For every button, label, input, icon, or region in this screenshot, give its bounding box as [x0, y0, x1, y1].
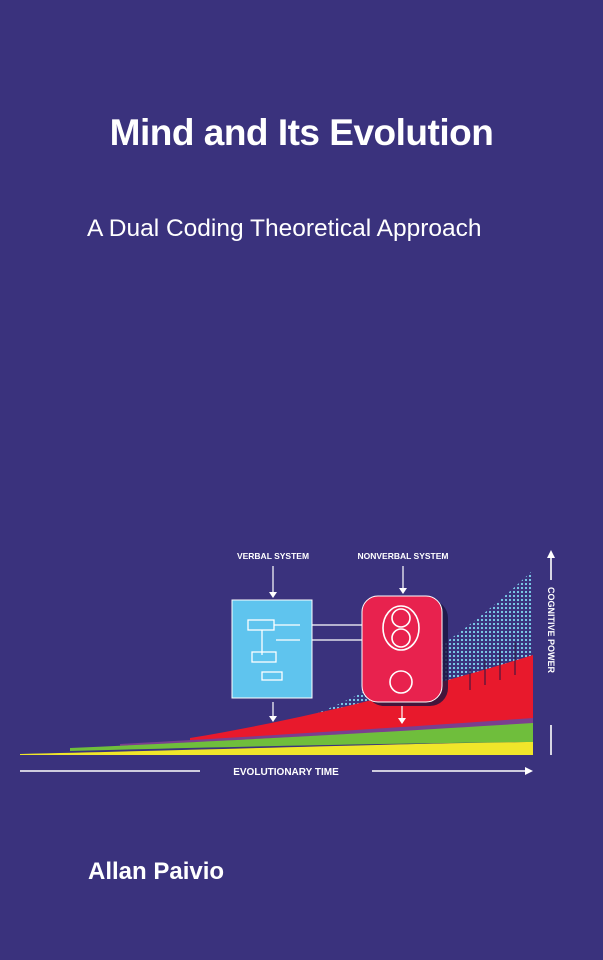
band-arrows [469, 642, 516, 690]
book-author: Allan Paivio [88, 858, 225, 885]
purple-band [120, 718, 533, 746]
cognitive-power-label: COGNITIVE POWER [546, 587, 556, 674]
nonverbal-system-box [361, 595, 443, 703]
nonverbal-system-schema [382, 605, 420, 694]
green-band [70, 723, 533, 751]
book-subtitle: A Dual Coding Theoretical Approach [87, 215, 482, 242]
red-band [190, 655, 533, 742]
book-title: Mind and Its Evolution [109, 112, 494, 153]
cover-illustration: VERBAL SYSTEM NONVERBAL SYSTEM [20, 550, 556, 778]
verbal-system-schema [247, 619, 300, 681]
evolutionary-time-label: EVOLUTIONARY TIME [233, 767, 339, 778]
nonverbal-system-label: NONVERBAL SYSTEM [358, 551, 449, 561]
verbal-system-label: VERBAL SYSTEM [237, 551, 309, 561]
verbal-system-box [231, 599, 313, 699]
yellow-band [20, 742, 533, 755]
